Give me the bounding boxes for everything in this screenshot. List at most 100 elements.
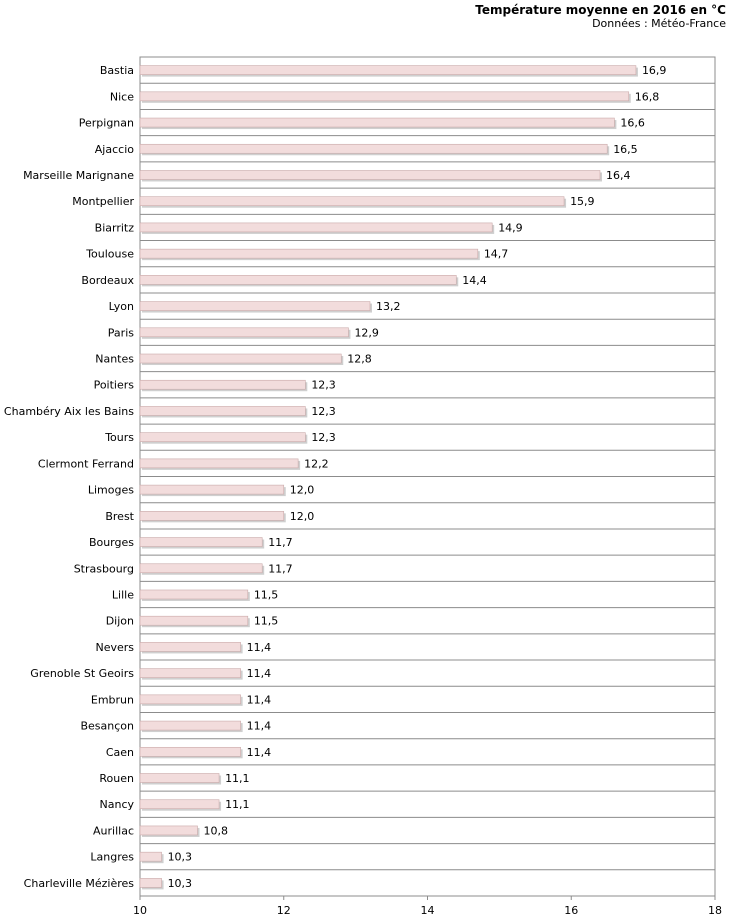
category-label: Paris bbox=[108, 326, 134, 339]
category-label: Charleville Mézières bbox=[24, 877, 135, 890]
category-label: Langres bbox=[90, 851, 134, 864]
category-label: Brest bbox=[105, 510, 134, 523]
bar bbox=[139, 668, 241, 678]
data-label: 11,5 bbox=[254, 588, 279, 601]
data-label: 15,9 bbox=[570, 195, 595, 208]
chart-title: Température moyenne en 2016 en °C bbox=[475, 3, 726, 17]
category-label: Bordeaux bbox=[81, 274, 134, 287]
x-tick-label: 14 bbox=[421, 904, 435, 917]
data-label: 12,3 bbox=[311, 431, 336, 444]
bar bbox=[139, 694, 241, 705]
data-label: 13,2 bbox=[376, 300, 401, 313]
bar bbox=[139, 537, 263, 547]
data-label: 16,5 bbox=[613, 143, 638, 156]
category-label: Ajaccio bbox=[95, 143, 134, 156]
data-label: 16,6 bbox=[620, 117, 645, 130]
bar bbox=[139, 773, 220, 783]
bar bbox=[139, 248, 479, 259]
bar bbox=[139, 746, 241, 757]
x-tick-label: 18 bbox=[708, 904, 722, 917]
bar bbox=[139, 170, 601, 180]
bar bbox=[139, 301, 371, 311]
bar bbox=[139, 379, 306, 390]
data-label: 12,3 bbox=[311, 405, 336, 418]
bar bbox=[139, 327, 349, 338]
data-label: 12,2 bbox=[304, 457, 329, 470]
category-label: Caen bbox=[106, 746, 134, 759]
bar bbox=[139, 117, 615, 128]
category-label: Biarritz bbox=[95, 221, 135, 234]
bar bbox=[139, 222, 493, 233]
x-tick-label: 10 bbox=[133, 904, 147, 917]
data-label: 10,8 bbox=[204, 824, 229, 837]
bar bbox=[139, 511, 285, 521]
data-label: 14,4 bbox=[462, 274, 487, 287]
data-label: 12,0 bbox=[290, 510, 315, 523]
data-label: 11,4 bbox=[247, 746, 272, 759]
bar bbox=[139, 878, 162, 888]
bar bbox=[139, 615, 249, 626]
bar bbox=[139, 799, 220, 810]
bar bbox=[139, 642, 241, 652]
data-label: 10,3 bbox=[168, 851, 193, 864]
bar bbox=[139, 196, 565, 207]
category-label: Montpellier bbox=[72, 195, 134, 208]
category-label: Strasbourg bbox=[74, 562, 134, 575]
bar bbox=[139, 825, 198, 836]
category-label: Limoges bbox=[88, 484, 134, 497]
data-label: 11,4 bbox=[247, 693, 272, 706]
bar bbox=[139, 563, 263, 574]
data-label: 12,0 bbox=[290, 484, 315, 497]
data-label: 12,9 bbox=[354, 326, 379, 339]
data-label: 11,4 bbox=[247, 641, 272, 654]
data-label: 11,4 bbox=[247, 720, 272, 733]
bar bbox=[139, 851, 162, 862]
bar bbox=[139, 143, 608, 154]
data-label: 11,4 bbox=[247, 667, 272, 680]
category-label: Toulouse bbox=[85, 248, 134, 261]
data-label: 11,1 bbox=[225, 772, 250, 785]
category-label: Tours bbox=[104, 431, 134, 444]
data-label: 11,7 bbox=[268, 536, 293, 549]
category-label: Rouen bbox=[99, 772, 134, 785]
bar bbox=[139, 91, 630, 102]
x-tick-label: 16 bbox=[564, 904, 578, 917]
data-label: 12,8 bbox=[347, 353, 372, 366]
category-label: Chambéry Aix les Bains bbox=[4, 405, 134, 418]
data-label: 14,7 bbox=[484, 248, 509, 261]
bar bbox=[139, 458, 299, 469]
category-label: Nancy bbox=[100, 798, 135, 811]
category-label: Lille bbox=[112, 588, 134, 601]
data-label: 11,1 bbox=[225, 798, 250, 811]
bar bbox=[139, 484, 285, 495]
bar bbox=[139, 275, 457, 285]
bar bbox=[139, 589, 249, 600]
category-label: Marseille Marignane bbox=[23, 169, 134, 182]
category-label: Embrun bbox=[91, 693, 134, 706]
x-tick-label: 12 bbox=[277, 904, 291, 917]
data-label: 11,5 bbox=[254, 615, 279, 628]
category-label: Lyon bbox=[109, 300, 134, 313]
bar bbox=[139, 406, 306, 416]
category-label: Bastia bbox=[100, 64, 134, 77]
bar bbox=[139, 353, 342, 364]
chart-subtitle: Données : Météo-France bbox=[592, 17, 726, 30]
data-label: 16,8 bbox=[635, 90, 660, 103]
category-label: Nice bbox=[110, 90, 134, 103]
bar bbox=[139, 432, 306, 442]
category-label: Nevers bbox=[95, 641, 134, 654]
bar bbox=[139, 720, 241, 731]
category-label: Besançon bbox=[80, 720, 134, 733]
bar bbox=[139, 65, 637, 75]
category-label: Nantes bbox=[95, 353, 134, 366]
category-label: Perpignan bbox=[79, 117, 134, 130]
category-label: Aurillac bbox=[93, 824, 134, 837]
category-label: Clermont Ferrand bbox=[38, 457, 134, 470]
category-label: Bourges bbox=[89, 536, 134, 549]
data-label: 16,4 bbox=[606, 169, 631, 182]
data-label: 14,9 bbox=[498, 221, 523, 234]
data-label: 10,3 bbox=[168, 877, 193, 890]
data-label: 11,7 bbox=[268, 562, 293, 575]
data-label: 16,9 bbox=[642, 64, 667, 77]
